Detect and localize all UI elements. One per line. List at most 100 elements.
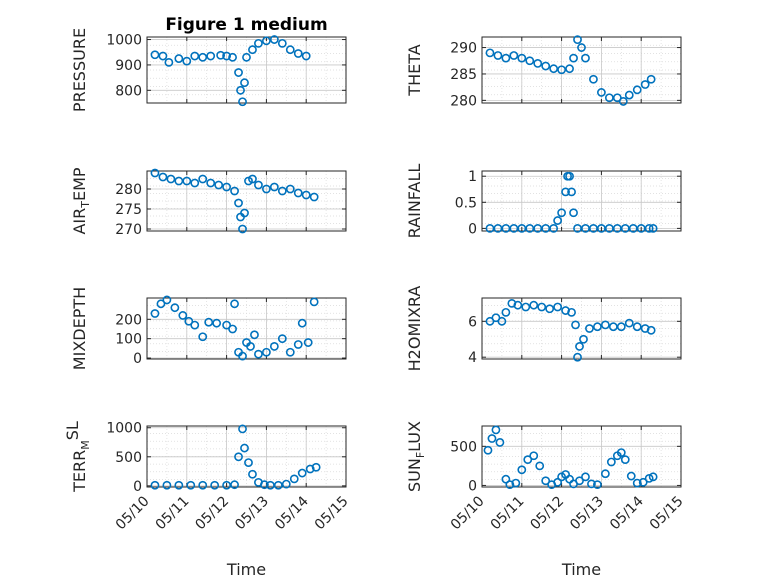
data-point <box>285 347 295 357</box>
data-point <box>170 303 180 313</box>
subplot-4: 0 0.5 1 RAINFALL <box>405 164 682 238</box>
data-point <box>624 90 634 100</box>
data-point <box>297 318 307 328</box>
data-point <box>246 342 255 351</box>
x-tick-label: 05/14 <box>607 493 647 533</box>
data-point <box>150 168 160 178</box>
data-point <box>250 330 259 340</box>
subplot-1: 800 900 1000 PRESSURE Figure 1 medium <box>70 15 347 112</box>
data-point <box>254 38 263 48</box>
y-tick-label: 4 <box>468 350 477 366</box>
data-point <box>228 324 237 334</box>
data-point <box>553 216 563 225</box>
data-point <box>577 43 586 52</box>
data-point <box>190 51 200 61</box>
y-label-main: PRESSURE <box>70 28 89 112</box>
data-point <box>238 351 247 361</box>
data-point <box>248 174 257 184</box>
data-point <box>238 97 247 107</box>
data-point <box>285 45 295 55</box>
data-point <box>483 445 493 455</box>
data-point <box>174 480 184 490</box>
data-point <box>254 349 263 359</box>
data-point <box>523 455 533 465</box>
y-tick-label: 270 <box>115 222 142 238</box>
data-point <box>162 295 172 305</box>
data-point <box>240 443 249 453</box>
data-point <box>309 192 319 202</box>
data-point <box>606 457 616 467</box>
y-tick-label: 1000 <box>106 421 142 437</box>
y-label-main: MIXDEPTH <box>70 287 89 370</box>
data-point <box>616 322 626 332</box>
data-point <box>158 51 168 61</box>
axes-frame <box>146 425 347 488</box>
data-point <box>535 461 545 471</box>
data-point <box>557 65 566 75</box>
axes-frame <box>481 36 682 104</box>
data-point <box>511 478 521 488</box>
data-point <box>230 186 239 196</box>
data-point <box>198 480 208 490</box>
data-point <box>301 51 311 61</box>
y-tick-label: 290 <box>450 41 477 57</box>
data-point <box>501 307 511 317</box>
data-point <box>285 184 295 194</box>
data-point <box>565 64 574 74</box>
y-axis-label: PRESSURE <box>70 28 89 112</box>
data-point <box>293 340 303 349</box>
y-tick-label: 500 <box>115 450 142 466</box>
data-point <box>517 53 527 63</box>
data-point <box>236 85 245 95</box>
data-point <box>182 176 192 186</box>
data-point <box>174 54 184 63</box>
data-point <box>150 309 160 318</box>
y-tick-label: 0 <box>468 221 477 237</box>
data-point <box>311 462 321 472</box>
data-point <box>632 85 642 95</box>
data-point <box>541 476 551 486</box>
y-axis-label: TERRMSL <box>63 421 92 493</box>
data-point <box>549 64 559 74</box>
data-point <box>597 88 606 97</box>
subplot-2: 280 285 290 THETA <box>405 35 682 109</box>
data-point <box>632 478 642 488</box>
data-point <box>261 36 271 46</box>
y-axis-label: MIXDEPTH <box>70 287 89 370</box>
x-tick-label: 05/10 <box>448 493 488 533</box>
data-point <box>309 297 319 307</box>
x-tick-label: 05/14 <box>272 493 312 533</box>
data-point <box>178 311 188 320</box>
data-point <box>575 476 584 486</box>
data-point <box>640 80 650 89</box>
y-label-superscript: SL <box>63 421 82 440</box>
y-tick-label: 900 <box>115 58 142 74</box>
y-axis-label: THETA <box>405 44 424 96</box>
data-point <box>230 299 239 309</box>
y-label-main: AIR <box>70 208 89 235</box>
data-point <box>509 51 519 60</box>
y-tick-label: 6 <box>468 314 477 330</box>
data-point <box>214 180 224 190</box>
data-point <box>573 35 582 45</box>
x-tick-label: 05/13 <box>567 493 607 533</box>
data-point <box>198 52 208 62</box>
data-point <box>273 480 283 490</box>
data-point <box>646 325 656 335</box>
y-axis-label: SUNFLUX <box>405 421 427 492</box>
y-label-main: TERR <box>70 450 89 493</box>
data-point <box>150 480 160 490</box>
data-point <box>204 317 214 327</box>
data-point <box>549 223 559 233</box>
data-point <box>305 464 315 474</box>
subplot-5: 0 100 200 MIXDEPTH <box>70 287 347 370</box>
data-point <box>158 172 168 182</box>
data-point <box>277 186 287 196</box>
y-label-main: SUN <box>405 458 424 492</box>
data-point <box>269 182 279 192</box>
data-point <box>618 97 628 106</box>
subplot-3: 270 275 280 AIRTEMP <box>70 167 347 238</box>
axes-frame <box>146 297 347 360</box>
data-point <box>301 190 311 200</box>
